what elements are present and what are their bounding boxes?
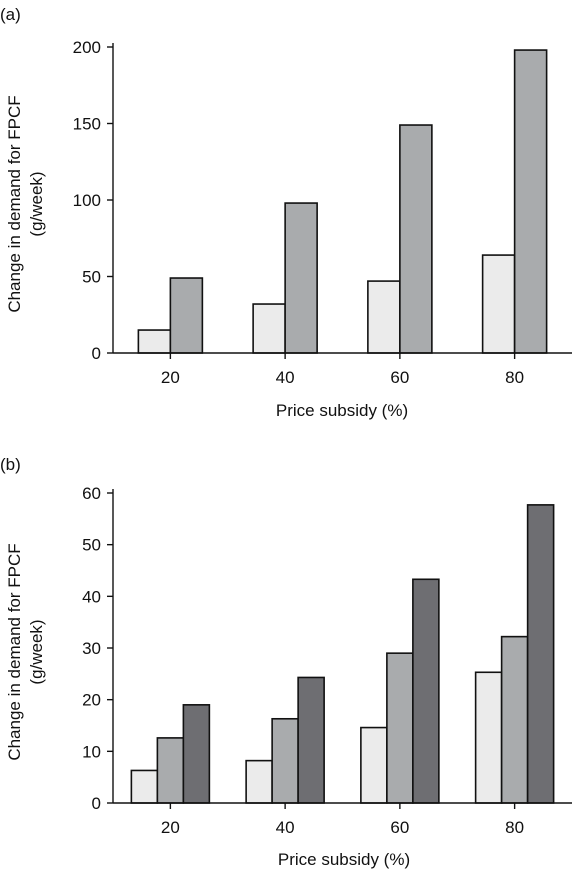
x-tick-label: 80 [505, 818, 524, 837]
bar-80-series-2 [500, 635, 529, 804]
y-tick-label: 40 [82, 587, 101, 606]
bars-a [137, 49, 548, 354]
bar-20-series-2 [169, 277, 204, 354]
bar-80-series-1 [474, 671, 503, 804]
bar-60-series-2 [386, 652, 414, 804]
x-axis-title-a: Price subsidy (%) [276, 401, 408, 420]
y-tick-label: 10 [82, 742, 101, 761]
x-tick-label: 40 [276, 818, 295, 837]
bar-20-series-1 [130, 769, 159, 804]
x-tick-label: 40 [276, 368, 295, 387]
y-axis-title-b-line2: (g/week) [27, 619, 46, 684]
bar-80-series-1 [481, 254, 516, 354]
chart-b-svg: (b) 20 40 60 80 0 10 20 30 40 50 60 Price subsidy … [0, 455, 572, 869]
y-axis-title-b-line1: Change in demand for FPCF [5, 543, 24, 760]
bars-b [130, 504, 555, 804]
bar-80-series-2 [513, 49, 548, 354]
y-tick-label: 100 [73, 191, 101, 210]
x-tick-label: 60 [390, 368, 409, 387]
y-tick-label: 50 [82, 268, 101, 287]
panel-label-b: (b) [0, 455, 21, 474]
chart-panel-a: (a) 20 40 60 80 0 50 100 150 200 Price subsidy (… [0, 0, 578, 430]
bar-60-series-1 [367, 280, 401, 354]
y-tick-label: 150 [73, 115, 101, 134]
bar-40-series-3 [297, 676, 325, 804]
bar-40-series-1 [245, 759, 273, 804]
y-tick-label: 200 [73, 38, 101, 57]
axes-a: 20 40 60 80 0 50 100 150 200 [73, 38, 572, 387]
x-axis-title-b: Price subsidy (%) [278, 850, 410, 869]
bar-40-series-2 [271, 717, 299, 804]
bar-60-series-3 [412, 578, 440, 804]
y-tick-label: 0 [92, 794, 101, 813]
bar-20-series-2 [156, 737, 185, 804]
panel-label-a: (a) [0, 5, 21, 24]
x-tick-label: 60 [390, 818, 409, 837]
chart-a-svg: (a) 20 40 60 80 0 50 100 150 200 Price subsidy (… [0, 5, 572, 420]
bar-80-series-3 [526, 504, 555, 804]
y-axis-title-a-line2: (g/week) [27, 171, 46, 236]
y-axis-title-a-line1: Change in demand for FPCF [5, 95, 24, 312]
y-tick-label: 50 [82, 536, 101, 555]
bar-40-series-2 [284, 202, 318, 354]
y-tick-label: 20 [82, 691, 101, 710]
x-tick-label: 20 [161, 818, 180, 837]
axes-b: 20 40 60 80 0 10 20 30 40 50 60 [82, 484, 572, 837]
x-tick-label: 80 [505, 368, 524, 387]
x-tick-label: 20 [161, 368, 180, 387]
bar-40-series-1 [252, 303, 286, 354]
bar-20-series-3 [182, 704, 211, 804]
y-tick-label: 60 [82, 484, 101, 503]
bar-60-series-2 [399, 124, 433, 354]
bar-20-series-1 [137, 329, 172, 354]
y-tick-label: 0 [92, 344, 101, 363]
chart-panel-b: (b) 20 40 60 80 0 10 20 30 40 50 60 Price subsidy … [0, 450, 578, 873]
y-tick-label: 30 [82, 639, 101, 658]
bar-60-series-1 [360, 726, 388, 804]
